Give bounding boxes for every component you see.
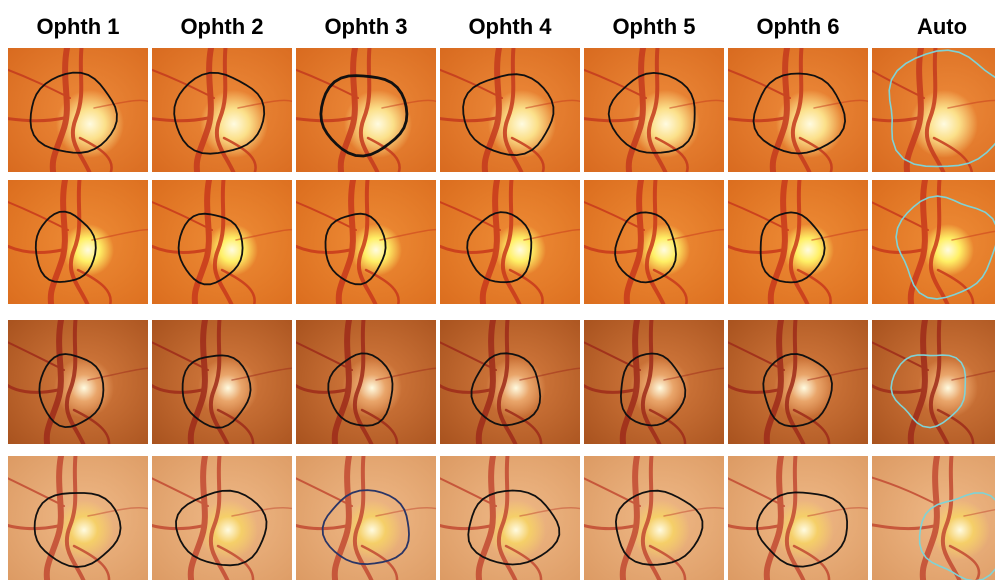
expert-disc-contour [607, 71, 696, 154]
column-header-6: Ophth 6 [756, 14, 840, 39]
expert-disc-contour [29, 71, 118, 154]
expert-disc-contour [177, 212, 244, 286]
fundus-image-r1-c4 [440, 48, 580, 172]
fundus-image-r2-c7 [872, 180, 995, 304]
column-header-3: Ophth 3 [324, 14, 408, 39]
fundus-image-r4-c7 [872, 456, 995, 580]
fundus-image-r3-c6 [728, 320, 868, 444]
expert-disc-contour [759, 211, 826, 284]
expert-disc-contour [38, 353, 105, 429]
fundus-image-r4-c3 [296, 456, 436, 580]
expert-disc-contour [756, 491, 849, 568]
fundus-image-r2-c4 [440, 180, 580, 304]
expert-disc-contour [467, 489, 561, 566]
column-header-7: Auto [916, 14, 968, 39]
fundus-image-r1-c2 [152, 48, 292, 172]
expert-disc-contour [319, 74, 409, 158]
expert-disc-contour [324, 212, 387, 286]
fundus-image-r4-c5 [584, 456, 724, 580]
column-header-2: Ophth 2 [180, 14, 264, 39]
expert-disc-contour [181, 354, 252, 429]
expert-disc-contour [327, 352, 394, 427]
column-header-5: Ophth 5 [612, 14, 696, 39]
expert-disc-contour [462, 73, 555, 157]
expert-disc-contour [762, 353, 833, 428]
fundus-image-r4-c4 [440, 456, 580, 580]
fundus-image-r2-c6 [728, 180, 868, 304]
fundus-image-r1-c7 [872, 48, 995, 172]
expert-disc-contour [470, 352, 542, 427]
fundus-image-r2-c1 [8, 180, 148, 304]
expert-disc-contour [34, 210, 97, 283]
fundus-image-r4-c2 [152, 456, 292, 580]
fundus-image-r1-c3 [296, 48, 436, 172]
fundus-image-r3-c3 [296, 320, 436, 444]
fundus-image-r3-c5 [584, 320, 724, 444]
expert-disc-contour [619, 352, 687, 427]
fundus-image-r1-c5 [584, 48, 724, 172]
expert-disc-contour [321, 489, 410, 566]
expert-disc-contour [614, 211, 677, 284]
expert-disc-contour [173, 71, 266, 155]
fundus-image-r1-c1 [8, 48, 148, 172]
expert-disc-contour [752, 72, 847, 155]
auto-disc-contour [918, 492, 995, 580]
column-header-4: Ophth 4 [468, 14, 552, 39]
fundus-image-r2-c2 [152, 180, 292, 304]
auto-disc-contour [895, 195, 995, 300]
expert-disc-contour [466, 211, 533, 284]
fundus-image-r3-c2 [152, 320, 292, 444]
auto-disc-contour [888, 49, 995, 168]
fundus-image-r3-c4 [440, 320, 580, 444]
expert-disc-contour [175, 489, 268, 567]
fundus-image-r2-c5 [584, 180, 724, 304]
expert-disc-contour [614, 489, 704, 566]
fundus-image-r1-c6 [728, 48, 868, 172]
expert-disc-contour [33, 492, 122, 568]
fundus-image-r3-c1 [8, 320, 148, 444]
fundus-image-r2-c3 [296, 180, 436, 304]
auto-disc-contour [890, 354, 967, 429]
column-header-1: Ophth 1 [36, 14, 120, 39]
fundus-image-r4-c1 [8, 456, 148, 580]
fundus-image-r4-c6 [728, 456, 868, 580]
fundus-image-r3-c7 [872, 320, 995, 444]
